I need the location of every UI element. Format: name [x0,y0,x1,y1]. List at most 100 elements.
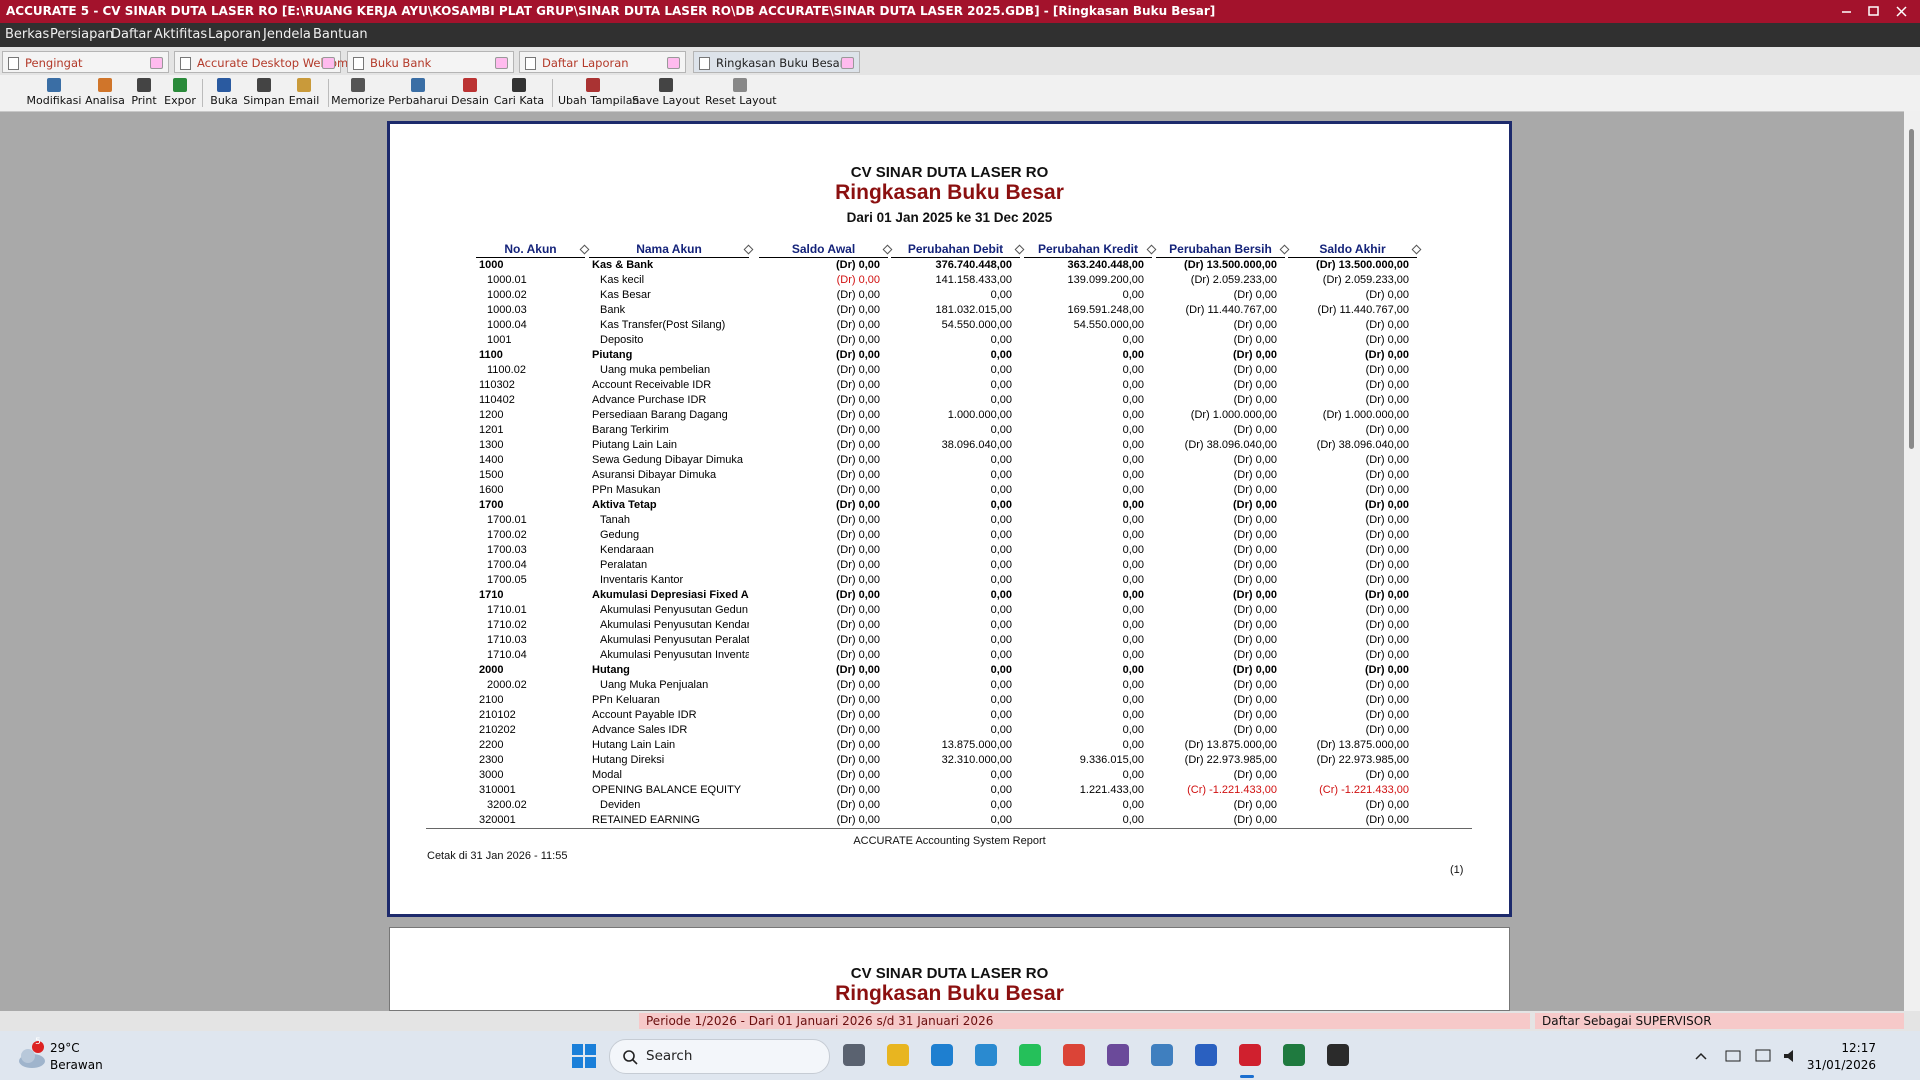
tab-icon [8,57,19,70]
table-cell: (Dr) 2.059.233,00 [1322,274,1409,286]
tab-close[interactable] [495,57,508,69]
table-cell: Akumulasi Penyusutan Kendar [600,619,749,631]
table-cell: (Dr) 0,00 [836,319,880,331]
table-cell: Akumulasi Penyusutan Inventa [600,649,749,661]
table-cell: (Cr) -1.221.433,00 [1319,784,1409,796]
app-icon[interactable] [975,1044,997,1066]
column-header[interactable]: Nama Akun [589,241,749,258]
app-icon[interactable] [1327,1044,1349,1066]
menu-item[interactable]: Persiapan [50,27,114,42]
search-box[interactable]: Search [609,1039,830,1074]
app-icon[interactable] [1107,1044,1129,1066]
app-icon[interactable] [843,1044,865,1066]
table-cell: Uang muka pembelian [600,364,711,376]
start-button[interactable] [572,1044,596,1068]
column-header[interactable]: Perubahan Debit [891,241,1020,258]
app-icon[interactable] [1195,1044,1217,1066]
table-cell: (Dr) 0,00 [836,814,880,826]
menu-item[interactable]: Aktifitas [154,27,208,42]
toolbar-button[interactable]: Email [269,75,339,111]
toolbar-button[interactable]: Save Layout [631,75,701,111]
table-cell: (Dr) 0,00 [1233,604,1277,616]
toolbar-button[interactable]: Memorize [323,75,393,111]
table-cell: (Dr) 0,00 [1233,454,1277,466]
table-cell: 210102 [479,709,516,721]
weather-icon[interactable] [16,1041,48,1071]
app-icon[interactable] [931,1044,953,1066]
table-cell: 0,00 [1122,739,1144,751]
table-cell: 38.096.040,00 [941,439,1012,451]
toolbar-separator [552,79,553,107]
scrollbar[interactable] [1904,111,1920,1011]
menu-item[interactable]: Bantuan [313,27,368,42]
table-cell: 0,00 [1122,409,1144,421]
table-cell: Account Payable IDR [592,709,697,721]
table-cell: (Dr) 2.059.233,00 [1190,274,1277,286]
column-header[interactable]: Perubahan Kredit [1024,241,1152,258]
tab[interactable]: Buku Bank [347,51,514,73]
toolbar-button[interactable]: Print [109,75,179,111]
table-cell: 0,00 [990,334,1012,346]
toolbar-label: Ubah Tampilan [558,94,640,107]
app-icon[interactable] [1019,1044,1041,1066]
column-header[interactable]: No. Akun [476,241,585,258]
title-bar: ACCURATE 5 - CV SINAR DUTA LASER RO [E:\… [0,0,1920,23]
app-icon[interactable] [1239,1044,1261,1066]
table-cell: (Dr) 0,00 [836,409,880,421]
menu-item[interactable]: Laporan [208,27,261,42]
tray-icons[interactable] [1692,1046,1812,1066]
toolbar-button[interactable]: Ubah Tampilan [558,75,640,111]
toolbar-icon [47,78,61,92]
table-cell: 0,00 [990,514,1012,526]
tab-close[interactable] [667,57,680,69]
menu-item[interactable]: Daftar [111,27,152,42]
tab[interactable]: Pengingat [2,51,169,73]
app-icon[interactable] [1151,1044,1173,1066]
table-cell: (Dr) 0,00 [1365,574,1409,586]
table-cell: (Dr) 0,00 [836,724,880,736]
menu-item[interactable]: Berkas [5,27,50,42]
report-period: Dari 01 Jan 2025 ke 31 Dec 2025 [846,210,1053,225]
column-header[interactable]: Saldo Awal [759,241,888,258]
toolbar-button[interactable]: Cari Kata [484,75,554,111]
table-cell: Hutang Direksi [592,754,665,766]
toolbar-button[interactable]: Simpan [229,75,299,111]
app-icon[interactable] [887,1044,909,1066]
tab[interactable]: Accurate Desktop Welcome [174,51,355,73]
column-header[interactable]: Saldo Akhir [1288,241,1417,258]
toolbar-icon [586,78,600,92]
tab[interactable]: Daftar Laporan [519,51,686,73]
toolbar-button[interactable]: Analisa [70,75,140,111]
menu-item[interactable]: Jendela [263,27,311,42]
table-cell: (Dr) 0,00 [1233,769,1277,781]
toolbar-button[interactable]: Perbaharui [383,75,453,111]
table-cell: 1600 [479,484,504,496]
column-header[interactable]: Perubahan Bersih [1156,241,1285,258]
toolbar-button[interactable]: Expor [145,75,215,111]
toolbar-button[interactable]: Buka [189,75,259,111]
toolbar-button[interactable]: Reset Layout [705,75,777,111]
table-cell: Kas kecil [600,274,645,286]
toolbar-label: Expor [164,94,196,107]
table-cell: (Dr) 22.973.985,00 [1316,754,1409,766]
table-cell: 0,00 [990,709,1012,721]
table-cell: (Dr) 0,00 [835,664,880,676]
tab-label: Buku Bank [370,56,432,70]
tab-close[interactable] [150,57,163,69]
app-icon[interactable] [1283,1044,1305,1066]
table-cell: 1710 [479,589,504,601]
scroll-thumb[interactable] [1909,129,1914,449]
table-cell: (Dr) 38.096.040,00 [1184,439,1277,451]
toolbar-button[interactable]: Desain [435,75,505,111]
table-cell: 0,00 [990,469,1012,481]
toolbar-button[interactable]: Modifikasi [19,75,89,111]
table-cell: (Dr) 0,00 [1233,799,1277,811]
tab-close[interactable] [841,57,854,69]
tab[interactable]: Ringkasan Buku Besar [693,51,860,73]
app-icon[interactable] [1063,1044,1085,1066]
table-cell: 1201 [479,424,504,436]
tab-close[interactable] [322,57,335,69]
window-controls[interactable] [1834,0,1920,23]
table-cell: 0,00 [990,769,1012,781]
table-cell: 13.875.000,00 [941,739,1012,751]
